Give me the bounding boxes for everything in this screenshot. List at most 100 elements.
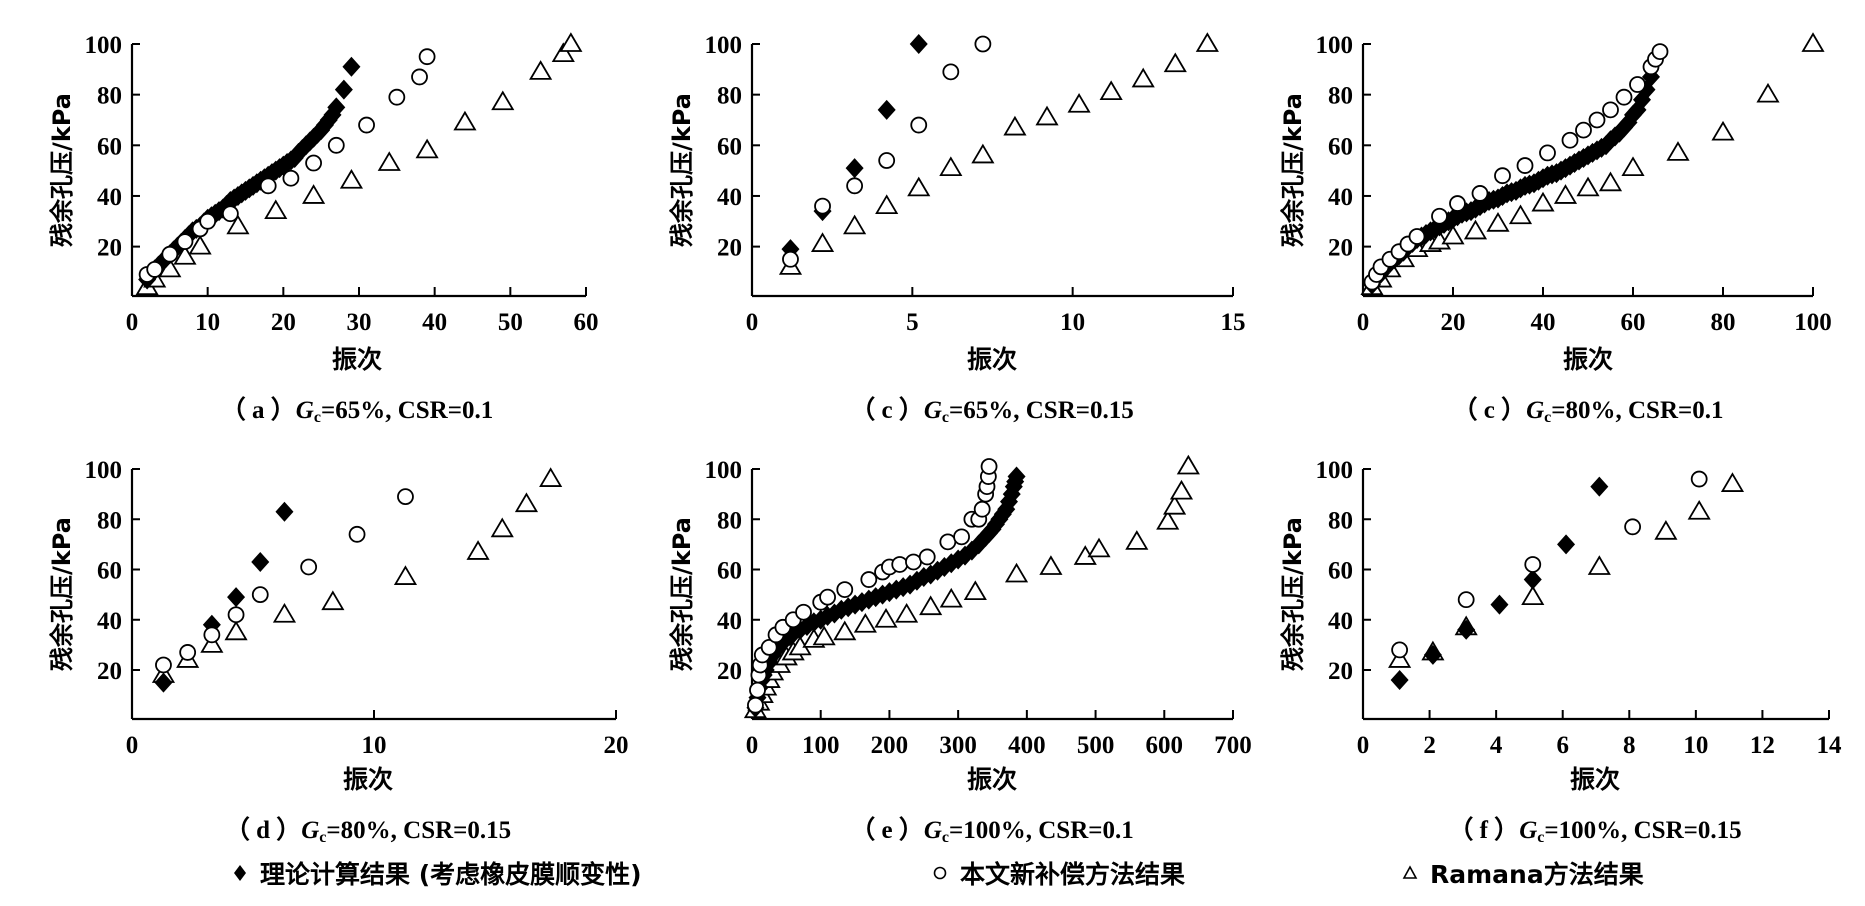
triangle-point (1687, 499, 1711, 520)
circle-point (1524, 556, 1542, 573)
circle-point (199, 212, 217, 230)
x-tick-label: 20 (604, 732, 629, 759)
series-diamond (1390, 476, 1609, 691)
chart-svg-e: 20 40 60 80 100 0 100 200 300 400 500 600 700 残余孔压/kP… (668, 454, 1252, 759)
triangle-point (843, 214, 867, 235)
caption-symbol: G (301, 817, 320, 844)
triangle-point (1720, 472, 1745, 492)
panel-caption: （ a ）Gc=65%, CSR=0.1 (147, 390, 567, 427)
x-tick-label: 5 (906, 309, 919, 336)
caption-prefix: （ d ） (224, 817, 302, 844)
x-tick-label: 10 (195, 309, 220, 336)
chart-svg-f: 20 40 60 80 100 0 2 4 6 8 10 12 14 残余孔压/kPa (1279, 457, 1842, 759)
triangle-point (874, 607, 898, 628)
x-tick-label: 100 (1794, 309, 1832, 336)
x-tick-label: 0 (746, 732, 759, 759)
circle-point (161, 245, 179, 263)
caption-prefix: （ a ） (220, 397, 296, 424)
triangle-point (1654, 520, 1678, 540)
diamond-point (825, 603, 844, 624)
circle-point (176, 233, 194, 250)
y-tick-label: 40 (97, 608, 122, 635)
diamond-point (1490, 594, 1509, 615)
circle-point (418, 48, 436, 66)
chart-panel-c-80: 20 40 60 80 100 0 20 40 60 80 100 残余孔压/kPa 振次 （ c ）… (1240, 0, 1865, 430)
diamond-point (839, 597, 858, 618)
circle-point (1624, 518, 1642, 536)
y-axis-label: 残余孔压/kPa (48, 517, 76, 671)
caption-subscript: c (1544, 409, 1552, 426)
y-tick-label: 60 (717, 133, 742, 160)
triangle-point (1508, 204, 1533, 225)
x-tick-label: 500 (1077, 732, 1115, 759)
x-tick-label: 60 (574, 309, 599, 336)
circle-point (1494, 167, 1511, 185)
y-tick-label: 80 (97, 83, 122, 110)
x-axis-label: 振次 (1569, 765, 1620, 794)
triangle-point (812, 625, 836, 646)
x-tick-label: 15 (1221, 309, 1246, 336)
y-tick-label: 40 (717, 608, 742, 635)
diamond-point (811, 609, 830, 630)
diamond-point (1590, 476, 1609, 497)
x-tick-label: 20 (271, 309, 296, 336)
diamond-point (797, 616, 816, 637)
triangle-point (895, 602, 919, 623)
triangle-point (1003, 115, 1027, 136)
triangle-point (1666, 141, 1690, 161)
caption-params: =80%, CSR=0.15 (326, 817, 512, 844)
chart-panel-e: 20 40 60 80 100 0 100 200 300 400 500 600 700 残余孔压/kP… (620, 425, 1252, 855)
y-tick-label: 20 (1328, 235, 1353, 262)
x-tick-label: 4 (1490, 732, 1503, 759)
diamond-point (880, 582, 899, 603)
y-tick-label: 20 (717, 235, 742, 262)
y-tick-label: 60 (1328, 133, 1353, 160)
triangle-point (1756, 82, 1780, 103)
caption-symbol: G (1519, 817, 1538, 844)
circle-point (1539, 144, 1556, 162)
diamond-point (251, 551, 270, 572)
triangle-point (1441, 224, 1465, 245)
circle-point (1516, 157, 1534, 174)
circle-point (327, 136, 345, 154)
circle-marker-icon (933, 866, 947, 880)
x-tick-label: 30 (347, 309, 372, 336)
triangle-point (853, 613, 877, 633)
circle-point (1690, 470, 1708, 488)
circle-point (749, 681, 766, 699)
circle-point (918, 548, 936, 566)
triangle-point (321, 590, 345, 611)
triangle-point (1801, 32, 1825, 52)
diamond-point (1390, 670, 1409, 691)
caption-prefix: （ c ） (1452, 397, 1527, 424)
triangle-point (939, 156, 963, 177)
x-tick-label: 2 (1423, 732, 1436, 759)
circle-point (155, 656, 172, 674)
circle-point (1431, 207, 1448, 225)
triangle-point (339, 168, 364, 189)
panel-caption: （ d ）Gc=80%, CSR=0.15 (158, 810, 578, 847)
panel-caption: （ e ）Gc=100%, CSR=0.1 (782, 810, 1202, 847)
triangle-point (907, 176, 931, 197)
diamond-marker-icon (234, 865, 246, 881)
triangle-point (1039, 555, 1063, 575)
circle-point (358, 116, 375, 134)
circle-point (1615, 88, 1633, 106)
circle-point (227, 606, 245, 624)
circle-point (146, 261, 164, 278)
circle-point (259, 177, 277, 195)
y-tick-label: 60 (97, 558, 122, 585)
legend-item-new-method: 本文新补偿方法结果 (932, 855, 1185, 891)
y-tick-label: 20 (97, 658, 122, 685)
panel-caption: （ c ）Gc=80%, CSR=0.1 (1378, 390, 1798, 427)
x-tick-label: 6 (1556, 732, 1569, 759)
legend-item-ramana: Ramana方法结果 (1402, 855, 1644, 891)
triangle-point (1521, 585, 1545, 606)
y-axis-label: 残余孔压/kPa (1279, 93, 1307, 247)
legend-item-theory: 理论计算结果 (考虑橡皮膜顺变性) (232, 855, 642, 891)
triangle-point (1131, 67, 1155, 88)
series-triangle (1388, 472, 1745, 668)
series-triangle (135, 32, 583, 296)
triangle-point (1598, 171, 1623, 192)
chart-svg-c-65: 20 40 60 80 100 0 5 10 15 残余孔压/kPa (668, 32, 1246, 336)
